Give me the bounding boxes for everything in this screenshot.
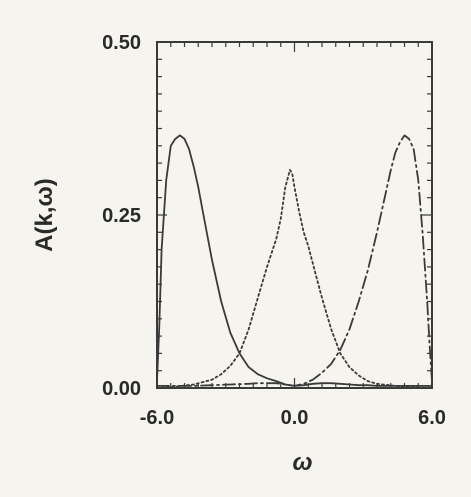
y-axis-title: A(k,ω) [31,178,58,252]
series-line-solid [156,134,433,387]
y-tick-label: 0.00 [102,378,141,400]
series-line-dash-dot [156,134,433,387]
plot-frame [156,41,433,389]
y-tick-label: 0.50 [102,32,141,54]
x-axis-title: ω [292,449,312,476]
y-tick-label: 0.25 [102,205,141,227]
x-tick-label: 6.0 [418,407,446,429]
x-tick-label: 0.0 [281,407,309,429]
series-line-dotted [156,169,433,389]
x-tick-label: -6.0 [140,407,174,429]
